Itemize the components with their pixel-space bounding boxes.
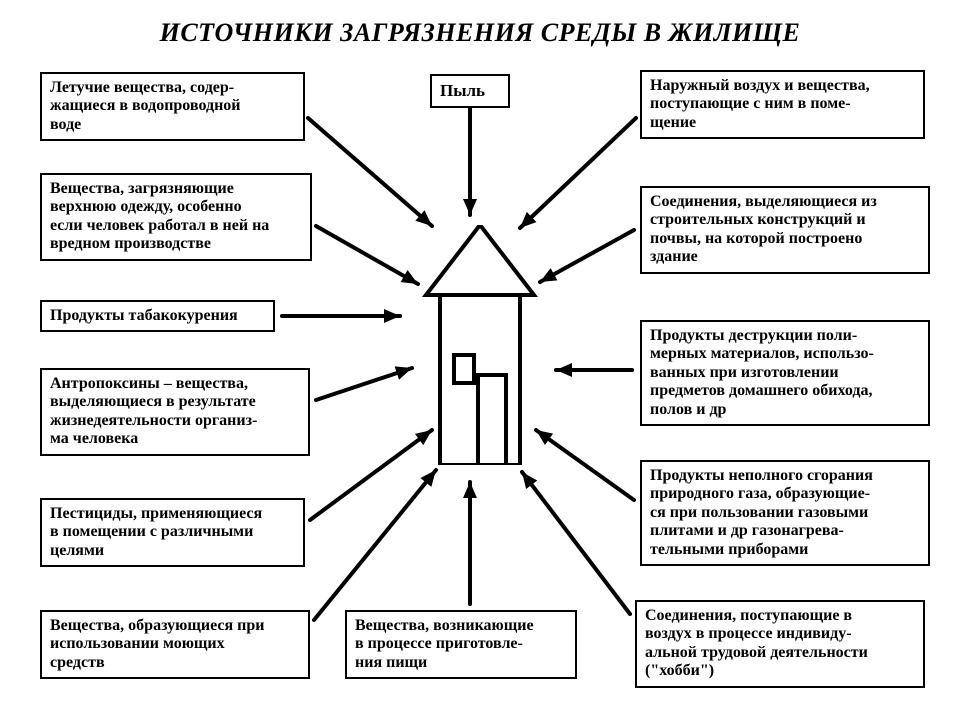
box-left-1: Летучие вещества, содер- жащиеся в водоп… (40, 72, 305, 141)
house-icon (420, 225, 540, 465)
box-left-5: Пестициды, применяющиеся в помещении с р… (40, 498, 305, 567)
box-dust: Пыль (430, 74, 510, 108)
box-left-2: Вещества, загрязняющие верхнюю одежду, о… (40, 173, 312, 261)
box-right-4: Продукты неполного сгорания природного г… (640, 460, 930, 566)
box-left-4: Антропоксины – вещества, выделяющиеся в … (40, 368, 310, 456)
box-right-1: Наружный воздух и вещества, поступающие … (640, 70, 925, 139)
box-right-3: Продукты деструкции поли- мерных материа… (640, 320, 930, 426)
box-right-2: Соединения, выделяющиеся из строительных… (640, 186, 930, 274)
box-left-3: Продукты табакокурения (40, 300, 275, 332)
page-title: ИСТОЧНИКИ ЗАГРЯЗНЕНИЯ СРЕДЫ В ЖИЛИЩЕ (0, 18, 960, 48)
box-left-6: Вещества, образующиеся при использовании… (40, 610, 310, 679)
box-bottom: Вещества, возникающие в процессе пригото… (345, 610, 577, 679)
box-right-5: Соединения, поступающие в воздух в проце… (635, 600, 925, 688)
